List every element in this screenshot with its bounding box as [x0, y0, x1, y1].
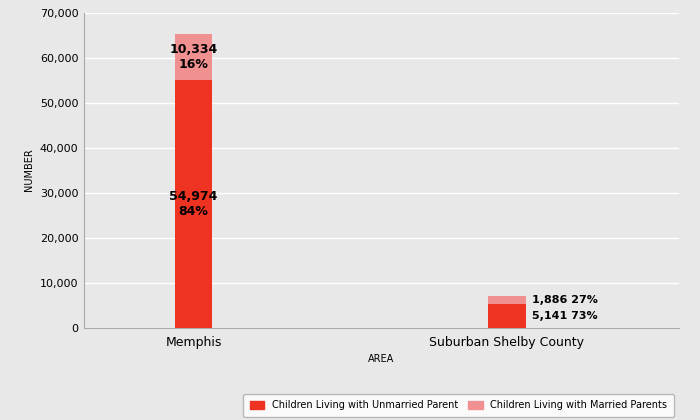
Bar [488, 296, 526, 304]
Y-axis label: NUMBER: NUMBER [25, 149, 34, 192]
Legend: Children Living with Unmarried Parent, Children Living with Married Parents: Children Living with Unmarried Parent, C… [243, 394, 674, 417]
Text: 54,974
84%: 54,974 84% [169, 190, 218, 218]
Bar [488, 304, 526, 328]
Text: 10,334
16%: 10,334 16% [169, 43, 218, 71]
Bar [175, 80, 212, 328]
Bar [175, 34, 212, 80]
X-axis label: AREA: AREA [368, 354, 395, 365]
Text: 1,886 27%: 1,886 27% [532, 295, 598, 305]
Text: 5,141 73%: 5,141 73% [532, 311, 597, 321]
